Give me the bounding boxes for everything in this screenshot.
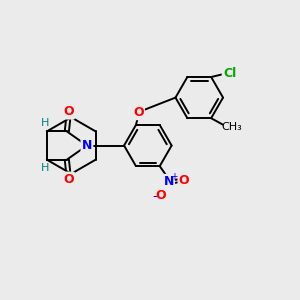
Text: O: O: [63, 173, 74, 186]
Text: O: O: [133, 106, 144, 119]
Text: O: O: [63, 105, 74, 118]
Text: H: H: [41, 163, 50, 173]
Text: O: O: [155, 189, 166, 203]
Text: N: N: [82, 139, 92, 152]
Text: -: -: [153, 190, 157, 203]
Text: N: N: [164, 175, 174, 188]
Text: Cl: Cl: [223, 67, 236, 80]
Text: +: +: [170, 172, 178, 182]
Text: CH₃: CH₃: [221, 122, 242, 132]
Text: O: O: [179, 174, 189, 187]
Text: H: H: [41, 118, 50, 128]
